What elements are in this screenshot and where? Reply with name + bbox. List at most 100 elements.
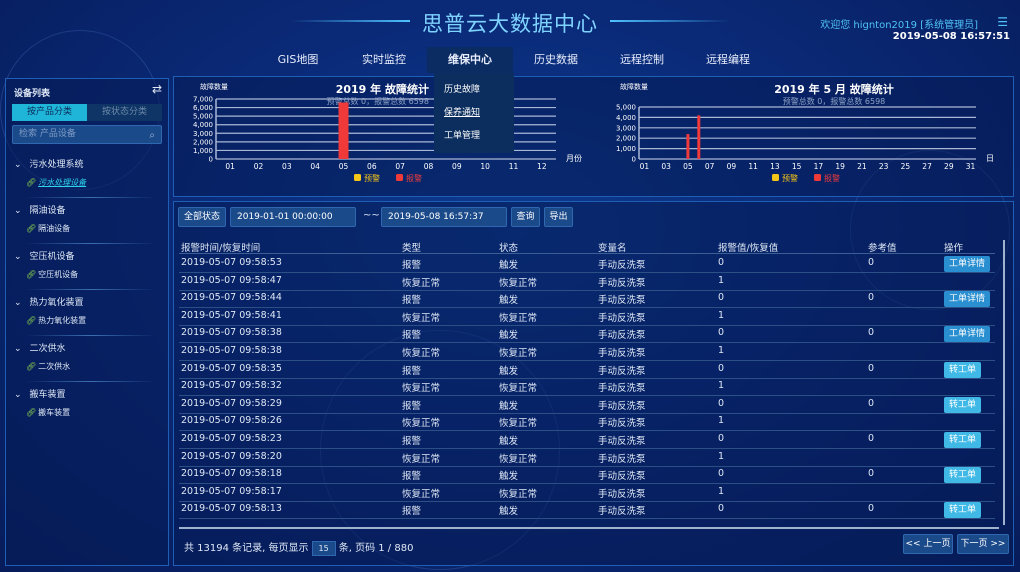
x-tick-label: 02 xyxy=(254,162,264,171)
convert-work-order-button[interactable]: 转工单 xyxy=(944,396,982,413)
month-chart-ylabel: 故障数量 xyxy=(620,83,648,91)
x-tick-label: 21 xyxy=(857,162,867,171)
device-label: 空压机设备 xyxy=(38,270,79,279)
nav-realtime[interactable]: 实时监控 xyxy=(362,53,406,66)
device-item[interactable]: 🔗︎ 二次供水 xyxy=(26,361,70,372)
device-label: 隔油设备 xyxy=(38,224,71,233)
menu-work-orders[interactable]: 工单管理 xyxy=(444,131,481,141)
work-order-detail-button[interactable]: 工单详情 xyxy=(944,256,991,272)
x-tick-label: 12 xyxy=(537,162,547,171)
nav-remote-program[interactable]: 远程编程 xyxy=(706,53,750,66)
year-chart-title: 2019 年 故障统计 xyxy=(335,83,429,96)
group-header[interactable]: ⌄ 空压机设备 xyxy=(14,249,75,262)
cell-status: 触发 xyxy=(499,506,519,518)
device-item[interactable]: 🔗︎ 污水处理设备 xyxy=(26,177,86,188)
maintenance-dropdown: 历史故障 保养通知 工单管理 xyxy=(434,73,514,153)
nav-gis[interactable]: GIS地图 xyxy=(277,53,319,66)
cell-time: 2019-05-07 09:58:23 xyxy=(181,433,282,444)
group-header[interactable]: ⌄ 二次供水 xyxy=(14,341,66,354)
x-tick-label: 13 xyxy=(770,162,780,171)
cell-variable: 手动反洗泵 xyxy=(598,453,646,465)
convert-work-order-button[interactable]: 转工单 xyxy=(944,502,982,519)
table-row: 2019-05-07 09:58:20 恢复正常 恢复正常 手动反洗泵 1 xyxy=(179,449,995,467)
work-order-detail-button[interactable]: 工单详情 xyxy=(944,291,991,308)
swap-icon[interactable]: ⇄ xyxy=(151,82,162,96)
device-item[interactable]: 🔗︎ 空压机设备 xyxy=(26,269,78,280)
y-tick-label: 7,000 xyxy=(193,96,213,104)
cell-type: 报警 xyxy=(402,365,422,377)
start-time-input[interactable]: 2019-01-01 00:00:00 xyxy=(230,207,356,227)
cell-value: 0 xyxy=(718,468,725,480)
tab-by-status[interactable]: 按状态分类 xyxy=(87,104,162,121)
table-row: 2019-05-07 09:58:23 报警 触发 手动反洗泵 0 0 转工单 xyxy=(179,431,995,449)
cell-reference: 0 xyxy=(868,397,875,409)
nav-remote-control[interactable]: 远程控制 xyxy=(620,53,664,66)
x-tick-label: 03 xyxy=(661,162,671,171)
export-button[interactable]: 导出 xyxy=(544,207,573,227)
chevron-down-icon: ⌄ xyxy=(14,206,22,216)
menu-history-faults[interactable]: 历史故障 xyxy=(444,85,481,95)
cell-value: 1 xyxy=(718,309,725,321)
cell-status: 触发 xyxy=(499,295,519,307)
x-tick-label: 27 xyxy=(922,162,932,171)
device-label: 搬车装置 xyxy=(38,408,71,417)
legend-swatch xyxy=(814,174,821,181)
column-header: 类型 xyxy=(402,243,422,254)
convert-work-order-button[interactable]: 转工单 xyxy=(944,467,982,484)
cell-variable: 手动反洗泵 xyxy=(598,312,646,324)
cell-reference: 0 xyxy=(868,468,875,480)
cell-time: 2019-05-07 09:58:35 xyxy=(181,362,282,374)
group-header[interactable]: ⌄ 污水处理系统 xyxy=(14,157,84,170)
x-axis-label: 日 xyxy=(986,154,994,163)
convert-work-order-button[interactable]: 转工单 xyxy=(944,432,982,448)
legend-label: 报警 xyxy=(824,173,840,183)
cell-time: 2019-05-07 09:58:26 xyxy=(181,415,282,427)
cell-variable: 手动反洗泵 xyxy=(598,260,646,271)
cell-status: 触发 xyxy=(499,330,519,342)
table-row: 2019-05-07 09:58:38 恢复正常 恢复正常 手动反洗泵 1 xyxy=(179,343,995,361)
search-icon[interactable]: ⌕ xyxy=(149,130,155,141)
device-item[interactable]: 🔗︎ 隔油设备 xyxy=(26,223,70,234)
prev-page-button[interactable]: << 上一页 xyxy=(903,534,953,554)
cell-value: 0 xyxy=(718,433,725,444)
group-header[interactable]: ⌄ 隔油设备 xyxy=(14,203,66,216)
link-icon: 🔗︎ xyxy=(26,270,37,279)
records-total: 共 13194 条记录, 每页显示 xyxy=(184,543,309,554)
header: 思普云大数据中心 欢迎您 hignton2019 [系统管理员] ☰ 2019-… xyxy=(0,0,1020,46)
link-icon: 🔗︎ xyxy=(26,408,37,417)
welcome-user[interactable]: 欢迎您 hignton2019 [系统管理员] xyxy=(820,20,978,31)
table-row: 2019-05-07 09:58:47 恢复正常 恢复正常 手动反洗泵 1 xyxy=(179,273,995,291)
table-scrollbar[interactable] xyxy=(1003,240,1005,525)
group-header[interactable]: ⌄ 热力氧化装置 xyxy=(14,295,84,308)
cell-status: 恢复正常 xyxy=(499,488,538,500)
chevron-down-icon: ⌄ xyxy=(14,390,22,400)
menu-icon[interactable]: ☰ xyxy=(997,15,1008,29)
group-label: 二次供水 xyxy=(29,344,66,354)
y-tick-label: 4,000 xyxy=(193,121,213,129)
next-page-button[interactable]: 下一页 >> xyxy=(957,534,1009,554)
convert-work-order-button[interactable]: 转工单 xyxy=(944,361,982,378)
tab-by-product[interactable]: 按产品分类 xyxy=(12,104,87,121)
page-size-select[interactable]: 15 xyxy=(311,541,336,556)
range-separator: ~~ xyxy=(363,210,380,221)
device-item[interactable]: 🔗︎ 搬车装置 xyxy=(26,407,70,418)
x-tick-label: 07 xyxy=(705,162,715,171)
group-label: 隔油设备 xyxy=(29,206,66,216)
month-chart-title: 2019 年 5 月 故障统计 xyxy=(774,83,894,96)
nav-maintenance[interactable]: 维保中心 xyxy=(427,47,513,73)
y-tick-label: 2,000 xyxy=(616,135,636,143)
status-filter[interactable]: 全部状态 xyxy=(178,207,226,227)
query-button[interactable]: 查询 xyxy=(511,207,540,227)
end-time-input[interactable]: 2019-05-08 16:57:37 xyxy=(381,207,507,227)
group-header[interactable]: ⌄ 搬车装置 xyxy=(14,387,66,400)
cell-value: 0 xyxy=(718,327,725,339)
x-tick-label: 25 xyxy=(901,162,911,171)
bar-alarm xyxy=(686,134,690,159)
cell-status: 触发 xyxy=(499,471,519,483)
menu-maintenance-notice[interactable]: 保养通知 xyxy=(444,108,481,118)
device-search-input[interactable]: 检索 产品设备 ⌕ xyxy=(12,125,162,144)
nav-history[interactable]: 历史数据 xyxy=(534,53,578,66)
device-item[interactable]: 🔗︎ 热力氧化装置 xyxy=(26,315,86,326)
work-order-detail-button[interactable]: 工单详情 xyxy=(944,326,991,343)
